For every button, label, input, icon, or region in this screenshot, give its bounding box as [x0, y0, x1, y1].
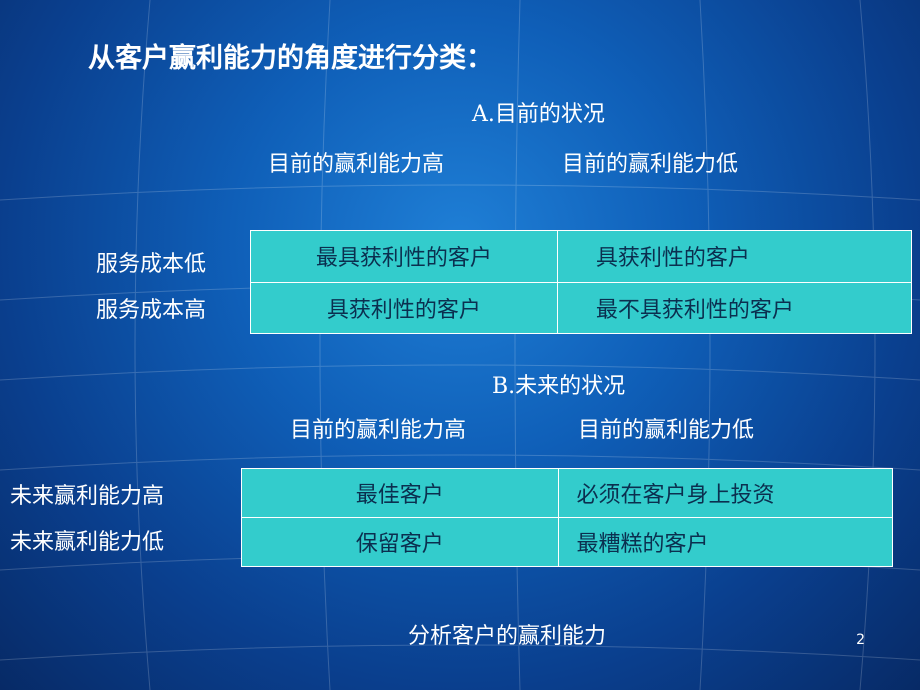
- matrix-cell: 最不具获利性的客户: [556, 281, 913, 334]
- matrix-cell: 最佳客户: [241, 468, 559, 518]
- page-number: 2: [856, 632, 865, 648]
- section-a-heading: A.目前的状况: [472, 102, 605, 127]
- section-b-row-label-future-low: 未来赢利能力低: [10, 530, 165, 555]
- matrix-cell: 保留客户: [241, 517, 559, 567]
- table-row: 最具获利性的客户 具获利性的客户: [250, 230, 913, 283]
- matrix-cell: 必须在客户身上投资: [557, 468, 893, 518]
- table-row: 具获利性的客户 最不具获利性的客户: [250, 281, 913, 334]
- section-b-row-label-future-high: 未来赢利能力高: [10, 484, 165, 509]
- section-b-col-header-low: 目前的赢利能力低: [578, 418, 755, 443]
- matrix-cell: 最具获利性的客户: [250, 230, 558, 283]
- slide-title: 从客户赢利能力的角度进行分类：: [88, 43, 493, 74]
- section-a-col-header-low: 目前的赢利能力低: [562, 152, 739, 177]
- slide-caption: 分析客户的赢利能力: [408, 624, 607, 649]
- section-a-row-label-low-cost: 服务成本低: [96, 252, 207, 277]
- matrix-cell: 具获利性的客户: [556, 230, 913, 283]
- table-row: 最佳客户 必须在客户身上投资: [241, 468, 893, 518]
- section-b-col-header-high: 目前的赢利能力高: [290, 418, 467, 443]
- section-b-matrix: 最佳客户 必须在客户身上投资 保留客户 最糟糕的客户: [241, 468, 893, 567]
- matrix-cell: 最糟糕的客户: [557, 517, 893, 567]
- section-a-row-label-high-cost: 服务成本高: [96, 298, 207, 323]
- section-b-heading: B.未来的状况: [492, 374, 626, 399]
- table-row: 保留客户 最糟糕的客户: [241, 517, 893, 567]
- matrix-cell: 具获利性的客户: [250, 281, 558, 334]
- section-a-col-header-high: 目前的赢利能力高: [268, 152, 445, 177]
- section-a-matrix: 最具获利性的客户 具获利性的客户 具获利性的客户 最不具获利性的客户: [250, 230, 913, 334]
